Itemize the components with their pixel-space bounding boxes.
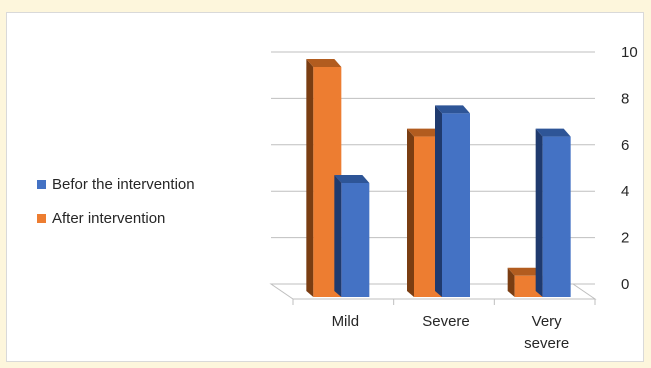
legend-item: After intervention: [37, 209, 195, 227]
bar-side: [407, 128, 414, 297]
y-tick-label: 4: [621, 183, 629, 200]
bar: [341, 183, 370, 297]
y-tick-label: 8: [621, 90, 629, 107]
y-tick-label: 2: [621, 230, 629, 247]
bar-top: [334, 175, 370, 183]
y-tick-label: 0: [621, 276, 629, 293]
x-tick-label: Very: [532, 313, 563, 330]
bar-top: [435, 105, 470, 114]
legend-item: Befor the intervention: [37, 175, 195, 193]
bar-side: [334, 175, 342, 297]
bar: [542, 136, 571, 297]
legend-swatch: [37, 179, 46, 189]
chart-area: Befor the intervention After intervention…: [6, 12, 644, 362]
y-tick-label: 6: [621, 137, 629, 154]
bar-top: [407, 128, 442, 137]
legend: Befor the intervention After intervention: [37, 175, 195, 243]
bar-side: [507, 267, 515, 297]
bar-top: [535, 128, 571, 137]
legend-label: After intervention: [52, 209, 166, 227]
bar-top: [306, 59, 342, 67]
legend-label: Befor the intervention: [52, 175, 195, 193]
bar-top: [507, 267, 543, 276]
bar: [442, 113, 470, 298]
y-tick-label: 10: [621, 44, 638, 61]
x-tick-label: Mild: [332, 313, 360, 330]
plot-area: 0 2 4 6 8 10 Mild Severe Very severe: [269, 44, 638, 352]
bar-side: [306, 59, 314, 297]
x-tick-label: Severe: [422, 313, 470, 330]
bar: [514, 275, 543, 297]
bar-side: [535, 128, 543, 297]
x-tick-label: severe: [524, 335, 569, 352]
legend-swatch: [37, 213, 46, 223]
bar-side: [435, 105, 442, 298]
